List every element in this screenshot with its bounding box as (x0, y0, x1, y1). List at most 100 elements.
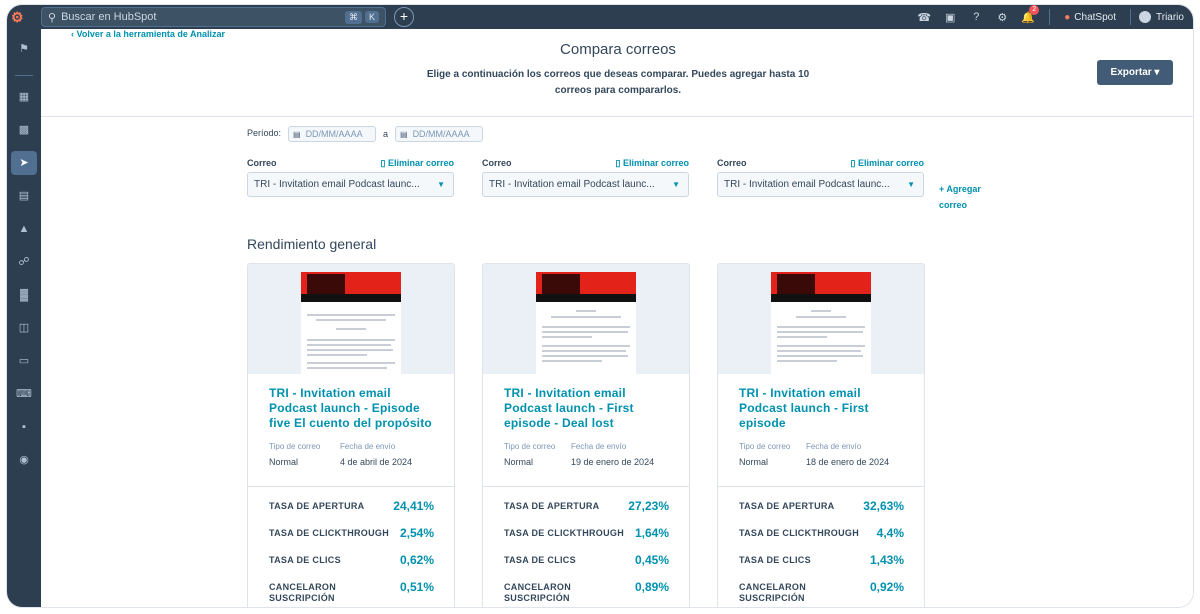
email-title-link[interactable]: TRI - Invitation email Podcast launch - … (739, 386, 869, 430)
page-header: ‹ Volver a la herramienta de Analizar Co… (41, 29, 1193, 117)
banner-photo (542, 274, 580, 294)
stat-label: TASA DE APERTURA (269, 501, 365, 511)
text-line (307, 362, 395, 364)
card-divider (483, 486, 689, 487)
remove-email-label: Eliminar correo (622, 158, 689, 168)
email-selector-label: Correo (482, 158, 512, 168)
remove-email-label: Eliminar correo (387, 158, 454, 168)
stat-value: 24,41% (393, 499, 434, 513)
email-preview (301, 272, 401, 374)
send-date-label: Fecha de envío (806, 442, 862, 451)
text-line (307, 339, 395, 341)
banner-photo (777, 274, 815, 294)
email-banner (301, 272, 401, 302)
workspaces-grid-icon[interactable]: ▦ (18, 91, 30, 103)
email-selector-label: Correo (247, 158, 277, 168)
marketplace-icon[interactable]: ▣ (945, 11, 956, 24)
banner-strip (771, 294, 871, 302)
email-selector-3: Correo ▯ Eliminar correo TRI - Invitatio… (717, 158, 924, 197)
data-management-icon[interactable]: ◫ (18, 322, 30, 334)
date-separator: a (383, 129, 389, 139)
library-folder-icon[interactable]: ▭ (18, 355, 30, 367)
text-line (542, 345, 630, 347)
text-line (542, 355, 628, 357)
contacts-icon[interactable]: ▩ (18, 124, 30, 136)
stat-label: TASA DE CLICKTHROUGH (739, 528, 859, 538)
create-new-button[interactable]: + (394, 7, 414, 27)
date-to-input[interactable]: ▤ DD/MM/AAAA (395, 126, 483, 142)
commerce-icon[interactable]: ▲ (18, 223, 30, 235)
stat-value: 0,92% (869, 580, 904, 594)
user-menu[interactable]: Triario (1139, 11, 1193, 23)
remove-email-button[interactable]: ▯ Eliminar correo (851, 158, 924, 169)
topbar-divider (1049, 9, 1051, 25)
stat-value: 0,51% (399, 580, 434, 594)
email-title-link[interactable]: TRI - Invitation email Podcast launch - … (504, 386, 634, 430)
search-icon: ⚲ (48, 11, 57, 24)
shortcut-key-k: K (364, 11, 379, 23)
email-dropdown[interactable]: TRI - Invitation email Podcast launc... ▼ (482, 172, 689, 197)
email-selector-label: Correo (717, 158, 747, 168)
shortcut-key-cmd: ⌘ (344, 10, 362, 24)
email-type-label: Tipo de correo (739, 442, 791, 451)
back-to-analyze-link[interactable]: ‹ Volver a la herramienta de Analizar (71, 29, 226, 39)
send-date-value: 4 de abril de 2024 (340, 457, 413, 467)
email-banner (536, 272, 636, 302)
card-divider (248, 486, 454, 487)
remove-email-button[interactable]: ▯ Eliminar correo (616, 158, 689, 169)
development-icon[interactable]: ⌨ (16, 388, 32, 400)
hubspot-logo-icon[interactable]: ⚙ (11, 9, 24, 25)
settings-gear-icon[interactable]: ⚙ (997, 11, 1008, 24)
stat-value: 0,89% (634, 580, 669, 594)
marketing-megaphone-icon[interactable]: ➤ (11, 151, 37, 175)
stat-label: CANCELARON SUSCRIPCIÓN (504, 582, 571, 603)
bookmark-icon[interactable]: ⚑ (19, 43, 29, 55)
stat-label: TASA DE CLICKTHROUGH (269, 528, 389, 538)
notifications-bell-icon[interactable]: 🔔 2 (1015, 5, 1041, 24)
search-input[interactable]: ⚲ Buscar en HubSpot ⌘ K (41, 7, 386, 27)
email-dropdown[interactable]: TRI - Invitation email Podcast launc... ▼ (247, 172, 454, 197)
reporting-chart-icon[interactable]: ▓ (19, 289, 29, 301)
caret-down-icon: ▼ (672, 180, 680, 189)
send-date-label: Fecha de envío (571, 442, 627, 451)
text-line (542, 331, 628, 333)
text-line (796, 316, 846, 318)
email-preview (771, 272, 871, 374)
stat-value: 32,63% (863, 499, 904, 513)
settings-circle-icon[interactable]: ◉ (19, 454, 29, 466)
email-preview-thumbnail[interactable] (483, 264, 689, 374)
text-line (811, 310, 831, 312)
trash-icon: ▯ (380, 158, 388, 168)
page-subtitle: Elige a continuación los correos que des… (426, 69, 810, 96)
email-preview-thumbnail[interactable] (718, 264, 924, 374)
text-line (777, 355, 863, 357)
date-from-input[interactable]: ▤ DD/MM/AAAA (288, 126, 376, 142)
email-preview-thumbnail[interactable] (248, 264, 454, 374)
stat-value: 0,45% (634, 553, 669, 567)
text-line (551, 316, 621, 318)
phone-icon[interactable]: ☎ (917, 11, 932, 24)
export-button[interactable]: Exportar ▾ (1097, 60, 1173, 85)
chatspot-button[interactable]: ● ChatSpot (1064, 12, 1116, 23)
help-icon[interactable]: ? (973, 11, 980, 23)
remove-email-button[interactable]: ▯ Eliminar correo (381, 158, 454, 169)
text-line (307, 314, 395, 316)
remove-email-label: Eliminar correo (857, 158, 924, 168)
content-icon[interactable]: ▤ (18, 190, 30, 202)
avatar (1139, 11, 1151, 23)
text-line (542, 360, 602, 362)
period-label: Período: (247, 128, 282, 138)
text-line (307, 349, 393, 351)
automation-icon[interactable]: ☍ (18, 256, 30, 268)
text-line (307, 354, 367, 356)
text-line (336, 328, 366, 330)
sidebar-divider (15, 75, 33, 76)
calendar-icon: ▤ (293, 130, 301, 139)
email-dropdown-value: TRI - Invitation email Podcast launc... (724, 179, 890, 190)
email-title-link[interactable]: TRI - Invitation email Podcast launch - … (269, 386, 432, 430)
text-line (777, 331, 863, 333)
add-email-button[interactable]: + Agregar correo (939, 184, 981, 210)
marketplace-store-icon[interactable]: ▪ (22, 421, 26, 433)
banner-strip (301, 294, 401, 302)
email-dropdown[interactable]: TRI - Invitation email Podcast launc... ▼ (717, 172, 924, 197)
